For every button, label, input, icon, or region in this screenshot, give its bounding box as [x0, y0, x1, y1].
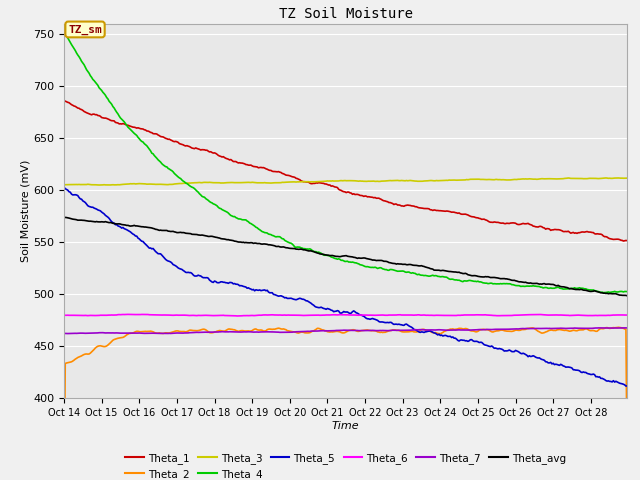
Theta_6 [123, 312, 131, 317]
Theta_3 [469, 176, 477, 182]
Text: TZ_sm: TZ_sm [68, 24, 102, 35]
Theta_avg [154, 227, 162, 233]
Theta_6 [60, 312, 68, 318]
Theta_2 [614, 324, 622, 330]
Theta_1 [378, 196, 385, 202]
Theta_5 [600, 376, 607, 382]
Theta_5 [468, 337, 476, 343]
Theta_4 [378, 265, 385, 271]
Theta_5 [378, 319, 385, 325]
Theta_3 [95, 182, 103, 188]
Theta_avg [623, 293, 631, 299]
Theta_7 [469, 327, 477, 333]
Theta_7 [64, 331, 72, 336]
Theta_6 [602, 312, 610, 318]
Theta_3 [60, 182, 68, 188]
Theta_7 [623, 325, 631, 331]
Theta_6 [233, 313, 241, 319]
Theta_5 [623, 383, 631, 389]
Line: Theta_1: Theta_1 [64, 101, 627, 241]
Theta_avg [468, 273, 476, 278]
Theta_5 [614, 380, 622, 385]
Theta_3 [124, 181, 132, 187]
Y-axis label: Soil Moisture (mV): Soil Moisture (mV) [20, 160, 30, 263]
Theta_4 [601, 289, 609, 295]
Theta_1 [620, 238, 627, 244]
Line: Theta_7: Theta_7 [64, 328, 627, 334]
Theta_4 [623, 288, 631, 294]
Theta_7 [616, 325, 623, 331]
Line: Theta_avg: Theta_avg [64, 217, 627, 296]
Theta_avg [614, 292, 622, 298]
X-axis label: Time: Time [332, 421, 360, 431]
Theta_avg [378, 258, 385, 264]
Theta_2 [378, 329, 385, 335]
Theta_4 [60, 27, 68, 33]
Theta_7 [379, 327, 387, 333]
Line: Theta_5: Theta_5 [64, 187, 627, 386]
Theta_7 [60, 331, 68, 336]
Theta_1 [154, 132, 162, 138]
Theta_3 [613, 175, 621, 181]
Theta_6 [124, 312, 132, 317]
Theta_4 [468, 278, 476, 284]
Theta_1 [468, 214, 476, 219]
Theta_6 [617, 312, 625, 318]
Theta_1 [614, 236, 622, 242]
Theta_avg [123, 223, 131, 228]
Theta_2 [123, 332, 131, 338]
Theta_6 [470, 312, 478, 318]
Line: Theta_4: Theta_4 [64, 30, 627, 293]
Theta_7 [124, 330, 132, 336]
Theta_3 [617, 175, 625, 181]
Theta_1 [600, 233, 607, 239]
Theta_4 [616, 288, 623, 294]
Theta_2 [600, 326, 607, 332]
Theta_3 [379, 178, 387, 184]
Theta_5 [123, 227, 131, 233]
Theta_3 [601, 175, 609, 181]
Theta_6 [156, 312, 163, 318]
Theta_3 [623, 175, 631, 181]
Theta_2 [616, 324, 623, 330]
Theta_avg [60, 214, 68, 220]
Theta_3 [156, 181, 163, 187]
Theta_5 [60, 184, 68, 190]
Theta_7 [618, 325, 626, 331]
Legend: Theta_1, Theta_2, Theta_3, Theta_4, Theta_5, Theta_6, Theta_7, Theta_avg: Theta_1, Theta_2, Theta_3, Theta_4, Thet… [121, 448, 570, 480]
Title: TZ Soil Moisture: TZ Soil Moisture [278, 8, 413, 22]
Theta_6 [623, 312, 631, 318]
Theta_4 [154, 157, 162, 163]
Theta_1 [623, 238, 631, 243]
Line: Theta_6: Theta_6 [64, 314, 627, 316]
Theta_7 [156, 331, 163, 336]
Theta_1 [60, 98, 68, 104]
Theta_6 [380, 312, 388, 318]
Theta_5 [622, 383, 630, 389]
Theta_4 [600, 290, 607, 296]
Theta_avg [600, 290, 607, 296]
Theta_2 [468, 328, 476, 334]
Theta_7 [601, 325, 609, 331]
Theta_4 [123, 122, 131, 128]
Line: Theta_3: Theta_3 [64, 178, 627, 185]
Line: Theta_2: Theta_2 [64, 327, 627, 480]
Theta_5 [154, 251, 162, 257]
Theta_1 [123, 122, 131, 128]
Theta_2 [154, 330, 162, 336]
